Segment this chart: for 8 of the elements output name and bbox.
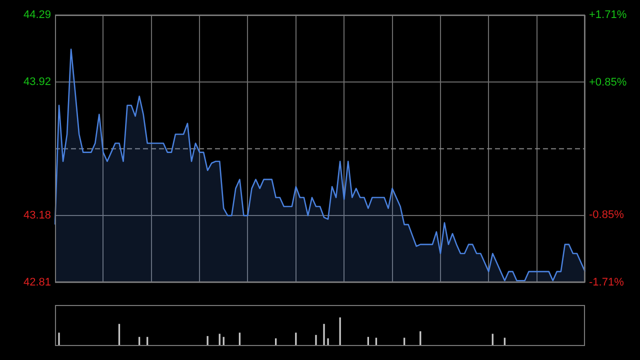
y-tick-label: 43.18 (23, 210, 51, 222)
y-tick-label: 44.29 (23, 9, 51, 22)
y-tick-label: 43.92 (23, 76, 51, 88)
y-tick-label: 42.81 (23, 276, 51, 288)
y2-tick-label: -1.71% (589, 276, 624, 288)
y2-tick-label: +0.85% (589, 76, 627, 88)
y2-tick-label: +1.71% (589, 9, 627, 22)
y2-tick-label: -0.85% (589, 209, 624, 222)
